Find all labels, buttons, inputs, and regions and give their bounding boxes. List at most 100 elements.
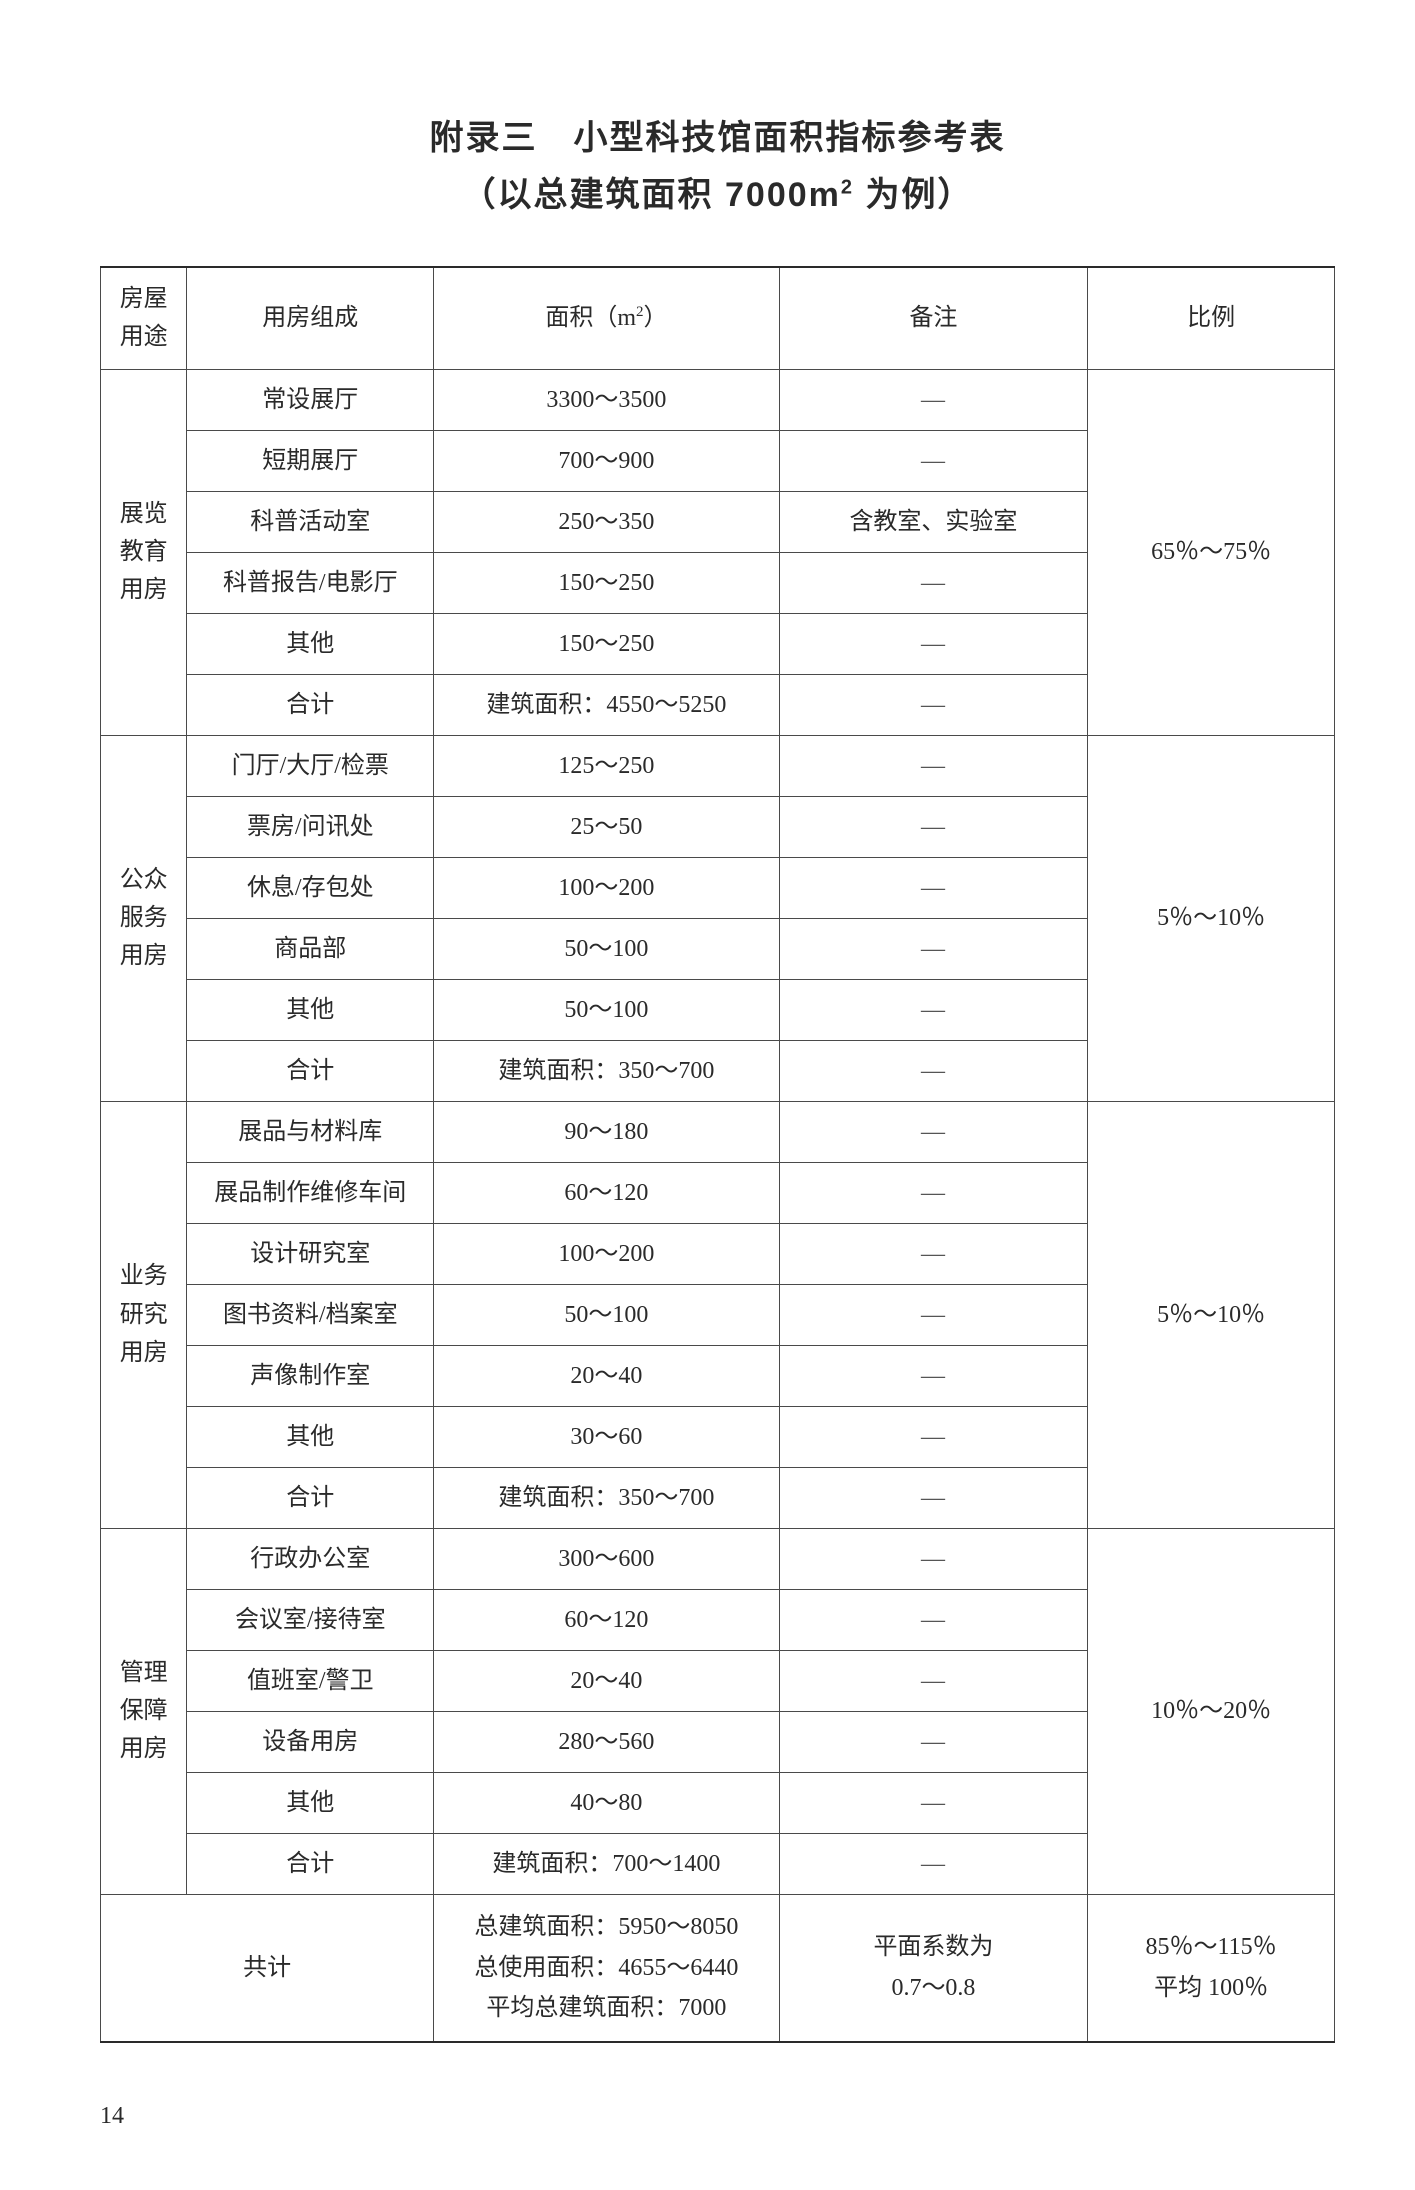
room-area: 建筑面积：350～700	[434, 1040, 780, 1101]
room-note: —	[779, 552, 1088, 613]
room-note: —	[779, 430, 1088, 491]
room-note: —	[779, 979, 1088, 1040]
room-name: 值班室/警卫	[187, 1650, 434, 1711]
room-area: 60～120	[434, 1162, 780, 1223]
room-note: —	[779, 918, 1088, 979]
room-note: —	[779, 1772, 1088, 1833]
room-note: —	[779, 857, 1088, 918]
room-note: —	[779, 1406, 1088, 1467]
room-note: —	[779, 613, 1088, 674]
room-note: —	[779, 1162, 1088, 1223]
table-row: 公众服务用房门厅/大厅/检票125～250—5％～10％	[101, 735, 1335, 796]
table-total-row: 共计总建筑面积：5950～8050总使用面积：4655～6440平均总建筑面积：…	[101, 1894, 1335, 2042]
total-area: 总建筑面积：5950～8050总使用面积：4655～6440平均总建筑面积：70…	[434, 1894, 780, 2042]
room-area: 100～200	[434, 1223, 780, 1284]
room-name: 休息/存包处	[187, 857, 434, 918]
table-header-row: 房屋用途 用房组成 面积（m2） 备注 比例	[101, 267, 1335, 369]
room-note: —	[779, 1223, 1088, 1284]
col-header-usage: 房屋用途	[101, 267, 187, 369]
room-name: 行政办公室	[187, 1528, 434, 1589]
room-area: 150～250	[434, 613, 780, 674]
room-area: 50～100	[434, 1284, 780, 1345]
group-label: 公众服务用房	[101, 735, 187, 1101]
area-index-table: 房屋用途 用房组成 面积（m2） 备注 比例 展览教育用房常设展厅3300～35…	[100, 266, 1335, 2043]
title-prefix: （以总建筑面积	[462, 176, 725, 214]
room-area: 25～50	[434, 796, 780, 857]
document-title: 附录三 小型科技馆面积指标参考表 （以总建筑面积 7000m2 为例）	[100, 110, 1335, 216]
page-number: 14	[100, 2103, 1335, 2130]
room-note: —	[779, 1040, 1088, 1101]
col-header-composition: 用房组成	[187, 267, 434, 369]
room-name: 科普报告/电影厅	[187, 552, 434, 613]
room-name: 合计	[187, 1467, 434, 1528]
room-area: 20～40	[434, 1345, 780, 1406]
col-header-ratio: 比例	[1088, 267, 1335, 369]
room-area: 280～560	[434, 1711, 780, 1772]
room-name: 设备用房	[187, 1711, 434, 1772]
room-note: —	[779, 369, 1088, 430]
table-row: 展览教育用房常设展厅3300～3500—65％～75％	[101, 369, 1335, 430]
room-note: —	[779, 674, 1088, 735]
room-note: —	[779, 735, 1088, 796]
room-note: —	[779, 1467, 1088, 1528]
group-label: 展览教育用房	[101, 369, 187, 735]
room-area: 700～900	[434, 430, 780, 491]
room-name: 短期展厅	[187, 430, 434, 491]
room-area: 50～100	[434, 918, 780, 979]
room-note: —	[779, 1650, 1088, 1711]
room-name: 合计	[187, 1040, 434, 1101]
group-label: 业务研究用房	[101, 1101, 187, 1528]
room-name: 图书资料/档案室	[187, 1284, 434, 1345]
room-name: 声像制作室	[187, 1345, 434, 1406]
room-name: 合计	[187, 1833, 434, 1894]
room-area: 60～120	[434, 1589, 780, 1650]
room-name: 其他	[187, 1772, 434, 1833]
room-area: 建筑面积：350～700	[434, 1467, 780, 1528]
room-name: 其他	[187, 979, 434, 1040]
room-name: 其他	[187, 613, 434, 674]
room-area: 建筑面积：4550～5250	[434, 674, 780, 735]
col-header-note: 备注	[779, 267, 1088, 369]
title-value: 7000m	[725, 176, 841, 214]
room-name: 会议室/接待室	[187, 1589, 434, 1650]
title-line-1: 附录三 小型科技馆面积指标参考表	[100, 110, 1335, 159]
room-area: 150～250	[434, 552, 780, 613]
total-note: 平面系数为0.7～0.8	[779, 1894, 1088, 2042]
room-area: 40～80	[434, 1772, 780, 1833]
room-name: 常设展厅	[187, 369, 434, 430]
room-name: 展品制作维修车间	[187, 1162, 434, 1223]
room-note: —	[779, 1711, 1088, 1772]
room-note: —	[779, 1345, 1088, 1406]
room-name: 票房/问讯处	[187, 796, 434, 857]
room-name: 门厅/大厅/检票	[187, 735, 434, 796]
room-area: 建筑面积：700～1400	[434, 1833, 780, 1894]
room-note: —	[779, 1101, 1088, 1162]
room-note: —	[779, 1589, 1088, 1650]
group-label: 管理保障用房	[101, 1528, 187, 1894]
room-area: 50～100	[434, 979, 780, 1040]
room-name: 展品与材料库	[187, 1101, 434, 1162]
col-header-area: 面积（m2）	[434, 267, 780, 369]
room-area: 20～40	[434, 1650, 780, 1711]
room-area: 100～200	[434, 857, 780, 918]
group-ratio: 5％～10％	[1088, 735, 1335, 1101]
table-row: 业务研究用房展品与材料库90～180—5％～10％	[101, 1101, 1335, 1162]
room-note: —	[779, 796, 1088, 857]
room-area: 125～250	[434, 735, 780, 796]
table-row: 管理保障用房行政办公室300～600—10％～20％	[101, 1528, 1335, 1589]
room-area: 250～350	[434, 491, 780, 552]
room-note: 含教室、实验室	[779, 491, 1088, 552]
title-suffix: 为例）	[854, 176, 973, 214]
total-label: 共计	[101, 1894, 434, 2042]
room-note: —	[779, 1833, 1088, 1894]
room-area: 90～180	[434, 1101, 780, 1162]
title-sup: 2	[841, 177, 854, 199]
group-ratio: 65％～75％	[1088, 369, 1335, 735]
room-name: 其他	[187, 1406, 434, 1467]
room-area: 3300～3500	[434, 369, 780, 430]
room-name: 设计研究室	[187, 1223, 434, 1284]
room-area: 30～60	[434, 1406, 780, 1467]
room-note: —	[779, 1284, 1088, 1345]
room-name: 商品部	[187, 918, 434, 979]
room-note: —	[779, 1528, 1088, 1589]
